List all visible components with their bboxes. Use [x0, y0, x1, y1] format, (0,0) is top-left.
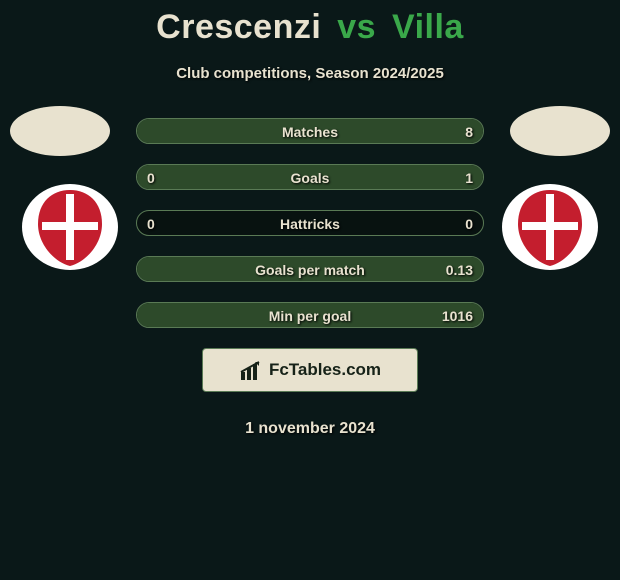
avatar-placeholder-right [510, 106, 610, 156]
club-crest-right [500, 182, 600, 272]
title-player2: Villa [392, 8, 464, 46]
stat-row: 0Goals1 [136, 164, 484, 190]
stat-label: Goals per match [137, 257, 483, 282]
stat-label: Matches [137, 119, 483, 144]
stat-label: Hattricks [137, 211, 483, 236]
page-title: Crescenzi vs Villa [0, 0, 620, 47]
subtitle: Club competitions, Season 2024/2025 [0, 65, 620, 82]
snapshot-date: 1 november 2024 [0, 420, 620, 438]
stat-label: Goals [137, 165, 483, 190]
stat-value-right: 1016 [442, 303, 473, 328]
title-player1: Crescenzi [156, 8, 321, 46]
branding-text: FcTables.com [269, 360, 381, 380]
stat-row: Matches8 [136, 118, 484, 144]
branding-badge[interactable]: FcTables.com [202, 348, 418, 392]
stat-rows: Matches80Goals10Hattricks0Goals per matc… [136, 118, 484, 328]
comparison-chart: Matches80Goals10Hattricks0Goals per matc… [0, 118, 620, 438]
stat-value-right: 8 [465, 119, 473, 144]
title-vs: vs [337, 8, 376, 46]
stat-value-right: 0.13 [446, 257, 473, 282]
stat-row: Goals per match0.13 [136, 256, 484, 282]
bar-chart-icon [239, 358, 263, 382]
avatar-placeholder-left [10, 106, 110, 156]
stat-row: Min per goal1016 [136, 302, 484, 328]
club-crest-left [20, 182, 120, 272]
stat-row: 0Hattricks0 [136, 210, 484, 236]
stat-value-right: 0 [465, 211, 473, 236]
stat-value-right: 1 [465, 165, 473, 190]
stat-label: Min per goal [137, 303, 483, 328]
